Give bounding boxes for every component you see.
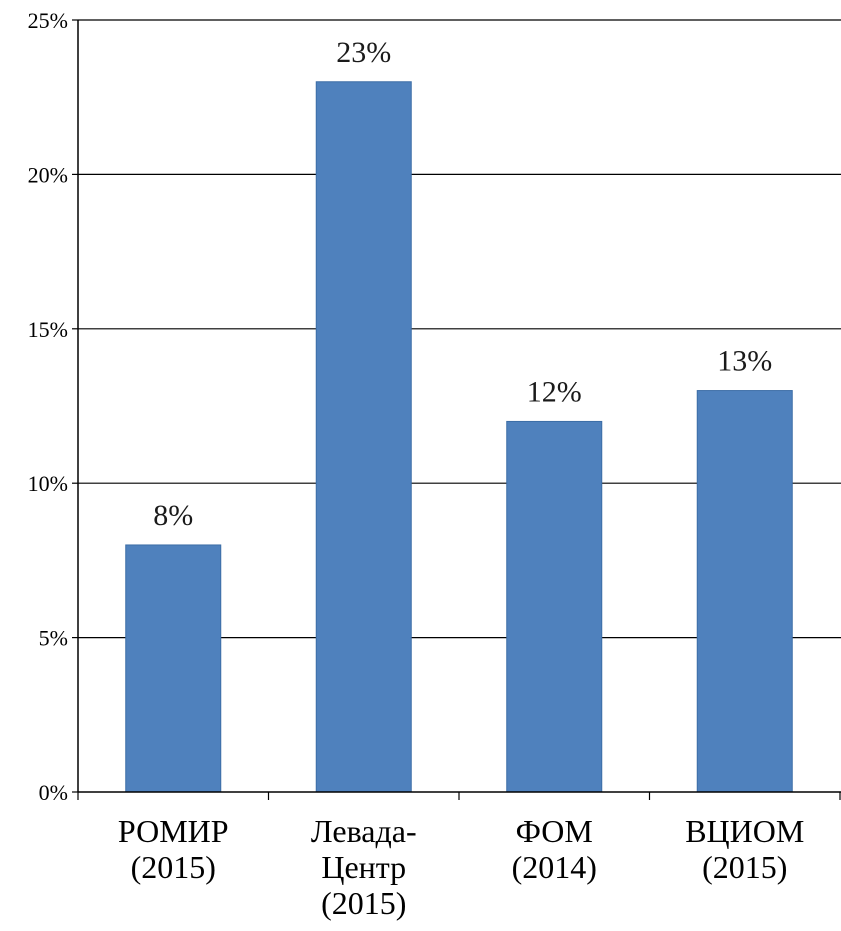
bar bbox=[506, 420, 603, 793]
x-tick-marks bbox=[77, 792, 841, 800]
data-label: 8% bbox=[153, 499, 193, 532]
category-label: Левада-Центр (2015) bbox=[311, 813, 417, 921]
data-label: 13% bbox=[717, 345, 772, 378]
y-tick-label: 25% bbox=[28, 8, 68, 33]
y-tick-label: 5% bbox=[39, 626, 68, 651]
category-label: ВЦИОМ (2015) bbox=[685, 813, 804, 885]
y-tick-label: 20% bbox=[28, 162, 68, 187]
category-label: ФОМ (2014) bbox=[512, 813, 597, 885]
y-tick-labels: 0% 5% 10% 15% 20% 25% bbox=[28, 8, 78, 805]
bars bbox=[125, 81, 793, 793]
category-label: РОМИР (2015) bbox=[118, 813, 229, 885]
y-tick-label: 10% bbox=[28, 471, 68, 496]
bar bbox=[315, 81, 412, 793]
bar bbox=[125, 544, 222, 793]
bar bbox=[696, 390, 793, 793]
data-label: 12% bbox=[527, 375, 582, 408]
data-label: 23% bbox=[336, 36, 391, 69]
data-labels: 8% 23% 12% 13% bbox=[153, 36, 772, 532]
y-tick-label: 0% bbox=[39, 780, 68, 805]
category-labels: РОМИР (2015) Левада-Центр (2015) ФОМ (2014) ВЦ… bbox=[118, 813, 804, 921]
y-tick-label: 15% bbox=[28, 317, 68, 342]
